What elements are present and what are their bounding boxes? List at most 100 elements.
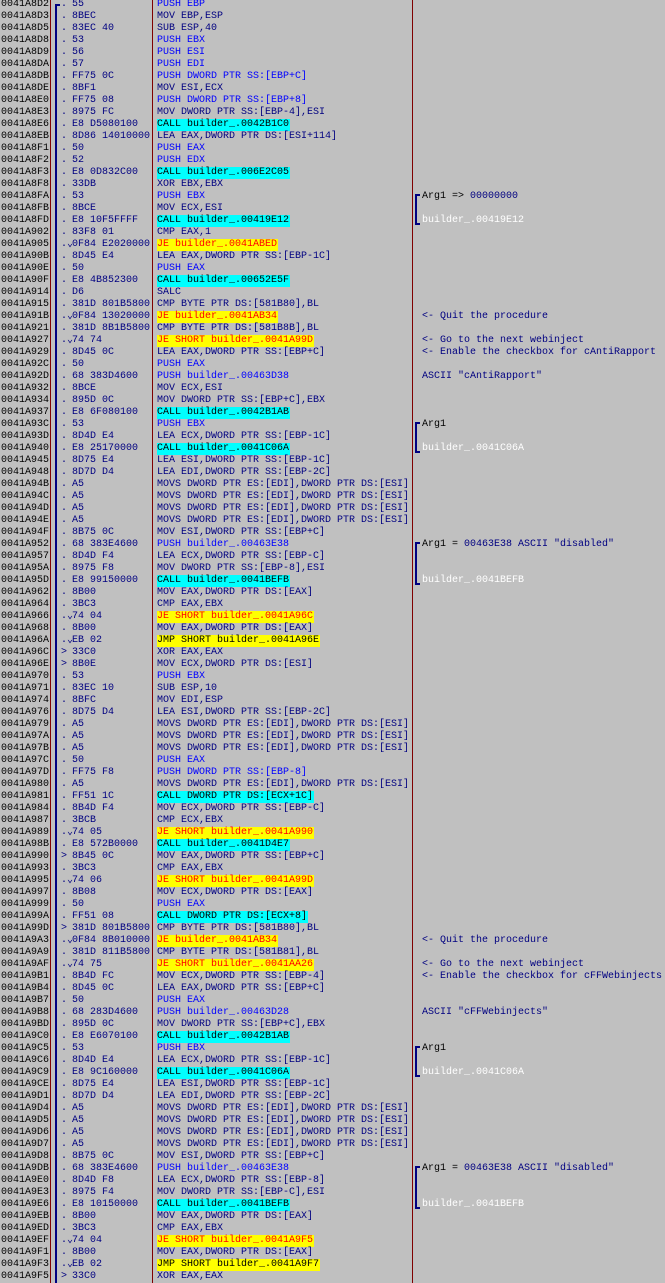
instruction-row[interactable]: 0041A99A. FF51 08 CALL DWORD PTR DS:[ECX+8…	[0, 911, 665, 923]
instruction-row[interactable]: 0041A9B7. 50 PUSH EAX	[0, 995, 665, 1007]
instruction-row[interactable]: 0041A8F2. 52 PUSH EDX	[0, 155, 665, 167]
instruction-row[interactable]: 0041A993. 3BC3 CMP EAX,EBX	[0, 863, 665, 875]
instruction-row[interactable]: 0041A914. D6 SALC	[0, 287, 665, 299]
instruction-row[interactable]: 0041A8E6. E8 D5080100 CALL builder_.0042B1…	[0, 119, 665, 131]
instruction-row[interactable]: 0041A94E. A5 MOVS DWORD PTR ES:[EDI],DWORD…	[0, 515, 665, 527]
instruction-row[interactable]: 0041A997. 8B08 MOV ECX,DWORD PTR DS:[EAX]	[0, 887, 665, 899]
instruction-row[interactable]: 0041A9D5. A5 MOVS DWORD PTR ES:[EDI],DWORD…	[0, 1115, 665, 1127]
instruction-row[interactable]: 0041A9D1. 8D7D D4 LEA EDI,DWORD PTR SS:[EB…	[0, 1091, 665, 1103]
instruction-row[interactable]: 0041A9C5. 53 PUSH EBX Arg1	[0, 1043, 665, 1055]
instruction-row[interactable]: 0041A945. 8D75 E4 LEA ESI,DWORD PTR SS:[EB…	[0, 455, 665, 467]
instruction-row[interactable]: 0041A8DA. 57 PUSH EDI	[0, 59, 665, 71]
instruction-row[interactable]: 0041A8F8. 33DB XOR EBX,EBX	[0, 179, 665, 191]
instruction-row[interactable]: 0041A979. A5 MOVS DWORD PTR ES:[EDI],DWORD…	[0, 719, 665, 731]
instruction-row[interactable]: 0041A9B8. 68 283D4600 PUSH builder_.00463D…	[0, 1007, 665, 1019]
instruction-row[interactable]: 0041A8FD. E8 10F5FFFF CALL builder_.00419E…	[0, 215, 665, 227]
instruction-row[interactable]: 0041A980. A5 MOVS DWORD PTR ES:[EDI],DWORD…	[0, 779, 665, 791]
instruction-row[interactable]: 0041A9E3. 8975 F4 MOV DWORD PTR SS:[EBP-C]…	[0, 1187, 665, 1199]
instruction-row[interactable]: 0041A8FB. 8BCE MOV ECX,ESI	[0, 203, 665, 215]
instruction-row[interactable]: 0041A9C0. E8 E6070100 CALL builder_.0042B1…	[0, 1031, 665, 1043]
instruction-row[interactable]: 0041A934. 895D 0C MOV DWORD PTR SS:[EBP+C]…	[0, 395, 665, 407]
instruction-row[interactable]: 0041A8D2. 55 PUSH EBP	[0, 0, 665, 11]
instruction-row[interactable]: 0041A987. 3BCB CMP ECX,EBX	[0, 815, 665, 827]
instruction-row[interactable]: 0041A902. 83F8 01 CMP EAX,1	[0, 227, 665, 239]
instruction-row[interactable]: 0041A8F1. 50 PUSH EAX	[0, 143, 665, 155]
instruction-row[interactable]: 0041A968. 8B00 MOV EAX,DWORD PTR DS:[EAX]	[0, 623, 665, 635]
instruction-row[interactable]: 0041A99D >381D 801B5800 CMP BYTE PTR DS:[5…	[0, 923, 665, 935]
instruction-row[interactable]: 0041A915. 381D 801B5800 CMP BYTE PTR DS:[5…	[0, 299, 665, 311]
instruction-row[interactable]: 0041A8EB. 8D86 14010000 LEA EAX,DWORD PTR …	[0, 131, 665, 143]
instruction-row[interactable]: 0041A94C. A5 MOVS DWORD PTR ES:[EDI],DWORD…	[0, 491, 665, 503]
instruction-row[interactable]: 0041A974. 8BFC MOV EDI,ESP	[0, 695, 665, 707]
instruction-row[interactable]: 0041A9ED. 3BC3 CMP EAX,EBX	[0, 1223, 665, 1235]
instruction-row[interactable]: 0041A9C6. 8D4D E4 LEA ECX,DWORD PTR SS:[EB…	[0, 1055, 665, 1067]
instruction-row[interactable]: 0041A8DE. 8BF1 MOV ESI,ECX	[0, 83, 665, 95]
instruction-row[interactable]: 0041A9F5 >33C0 XOR EAX,EAX	[0, 1271, 665, 1283]
instruction-row[interactable]: 0041A9D8. 8B75 0C MOV ESI,DWORD PTR SS:[EB…	[0, 1151, 665, 1163]
instruction-row[interactable]: 0041A8D9. 56 PUSH ESI	[0, 47, 665, 59]
instruction-row[interactable]: 0041A9F1. 8B00 MOV EAX,DWORD PTR DS:[EAX]	[0, 1247, 665, 1259]
instruction-row[interactable]: 0041A964. 3BC3 CMP EAX,EBX	[0, 599, 665, 611]
instruction-row[interactable]: 0041A8FA. 53 PUSH EBX Arg1 => 00000000	[0, 191, 665, 203]
instruction-row[interactable]: 0041A92C. 50 PUSH EAX	[0, 359, 665, 371]
instruction-row[interactable]: 0041A989 .⌄ 74 05 JE SHORT builder_.0041A99…	[0, 827, 665, 839]
instruction-row[interactable]: 0041A9EB. 8B00 MOV EAX,DWORD PTR DS:[EAX]	[0, 1211, 665, 1223]
instruction-row[interactable]: 0041A948. 8D7D D4 LEA EDI,DWORD PTR SS:[EB…	[0, 467, 665, 479]
instruction-row[interactable]: 0041A9A9. 381D 811B5800 CMP BYTE PTR DS:[5…	[0, 947, 665, 959]
instruction-row[interactable]: 0041A94D. A5 MOVS DWORD PTR ES:[EDI],DWORD…	[0, 503, 665, 515]
instruction-row[interactable]: 0041A921. 381D 8B1B5800 CMP BYTE PTR DS:[5…	[0, 323, 665, 335]
instruction-row[interactable]: 0041A8D3. 8BEC MOV EBP,ESP	[0, 11, 665, 23]
instruction-row[interactable]: 0041A97A. A5 MOVS DWORD PTR ES:[EDI],DWORD…	[0, 731, 665, 743]
instruction-row[interactable]: 0041A9DB. 68 383E4600 PUSH builder_.00463E…	[0, 1163, 665, 1175]
instruction-row[interactable]: 0041A96E >8B0E MOV ECX,DWORD PTR DS:[ESI]	[0, 659, 665, 671]
instruction-row[interactable]: 0041A97C. 50 PUSH EAX	[0, 755, 665, 767]
instruction-row[interactable]: 0041A962. 8B00 MOV EAX,DWORD PTR DS:[EAX]	[0, 587, 665, 599]
instruction-row[interactable]: 0041A940. E8 25170000 CALL builder_.0041C0…	[0, 443, 665, 455]
instruction-row[interactable]: 0041A96A .⌄ EB 02 JMP SHORT builder_.0041A9…	[0, 635, 665, 647]
instruction-row[interactable]: 0041A8E0. FF75 08 PUSH DWORD PTR SS:[EBP+8…	[0, 95, 665, 107]
instruction-row[interactable]: 0041A981. FF51 1C CALL DWORD PTR DS:[ECX+1…	[0, 791, 665, 803]
instruction-row[interactable]: 0041A9BD. 895D 0C MOV DWORD PTR SS:[EBP+C]…	[0, 1019, 665, 1031]
instruction-row[interactable]: 0041A90B. 8D45 E4 LEA EAX,DWORD PTR SS:[EB…	[0, 251, 665, 263]
instruction-row[interactable]: 0041A976. 8D75 D4 LEA ESI,DWORD PTR SS:[EB…	[0, 707, 665, 719]
instruction-row[interactable]: 0041A8E3. 8975 FC MOV DWORD PTR SS:[EBP-4]…	[0, 107, 665, 119]
instruction-row[interactable]: 0041A9F3 .⌄ EB 02 JMP SHORT builder_.0041A9…	[0, 1259, 665, 1271]
instruction-row[interactable]: 0041A937. E8 6F080100 CALL builder_.0042B1…	[0, 407, 665, 419]
instruction-row[interactable]: 0041A929. 8D45 0C LEA EAX,DWORD PTR SS:[EB…	[0, 347, 665, 359]
instruction-row[interactable]: 0041A9EF .⌄ 74 04 JE SHORT builder_.0041A9F…	[0, 1235, 665, 1247]
instruction-row[interactable]: 0041A9B1. 8B4D FC MOV ECX,DWORD PTR SS:[EB…	[0, 971, 665, 983]
instruction-row[interactable]: 0041A97D. FF75 F8 PUSH DWORD PTR SS:[EBP-8…	[0, 767, 665, 779]
instruction-row[interactable]: 0041A9E0. 8D4D F8 LEA ECX,DWORD PTR SS:[EB…	[0, 1175, 665, 1187]
instruction-row[interactable]: 0041A90F. E8 4B852300 CALL builder_.00652E…	[0, 275, 665, 287]
instruction-row[interactable]: 0041A971. 83EC 10 SUB ESP,10	[0, 683, 665, 695]
instruction-row[interactable]: 0041A984. 8B4D F4 MOV ECX,DWORD PTR SS:[EB…	[0, 803, 665, 815]
instruction-row[interactable]: 0041A995 .⌄ 74 06 JE SHORT builder_.0041A99…	[0, 875, 665, 887]
instruction-row[interactable]: 0041A94F. 8B75 0C MOV ESI,DWORD PTR SS:[EB…	[0, 527, 665, 539]
instruction-row[interactable]: 0041A96C >33C0 XOR EAX,EAX	[0, 647, 665, 659]
instruction-row[interactable]: 0041A93D. 8D4D E4 LEA ECX,DWORD PTR SS:[EB…	[0, 431, 665, 443]
instruction-row[interactable]: 0041A9B4. 8D45 0C LEA EAX,DWORD PTR SS:[EB…	[0, 983, 665, 995]
instruction-row[interactable]: 0041A92D. 68 383D4600 PUSH builder_.00463D…	[0, 371, 665, 383]
instruction-row[interactable]: 0041A9AF .⌄ 74 75 JE SHORT builder_.0041AA2…	[0, 959, 665, 971]
instruction-row[interactable]: 0041A927 .⌄ 74 74 JE SHORT builder_.0041A99…	[0, 335, 665, 347]
instruction-row[interactable]: 0041A9C9. E8 9C160000 CALL builder_.0041C0…	[0, 1067, 665, 1079]
instruction-row[interactable]: 0041A9D7. A5 MOVS DWORD PTR ES:[EDI],DWORD…	[0, 1139, 665, 1151]
instruction-row[interactable]: 0041A90E. 50 PUSH EAX	[0, 263, 665, 275]
instruction-row[interactable]: 0041A990 >8B45 0C MOV EAX,DWORD PTR SS:[EB…	[0, 851, 665, 863]
instruction-row[interactable]: 0041A9D6. A5 MOVS DWORD PTR ES:[EDI],DWORD…	[0, 1127, 665, 1139]
instruction-row[interactable]: 0041A8F3. E8 0D832C00 CALL builder_.006E2C…	[0, 167, 665, 179]
instruction-row[interactable]: 0041A9CE. 8D75 E4 LEA ESI,DWORD PTR SS:[EB…	[0, 1079, 665, 1091]
instruction-row[interactable]: 0041A9D4. A5 MOVS DWORD PTR ES:[EDI],DWORD…	[0, 1103, 665, 1115]
instruction-row[interactable]: 0041A9A3 .⌄ 0F84 8B010000 JE builder_.0041A…	[0, 935, 665, 947]
instruction-row[interactable]: 0041A966 .⌄ 74 04 JE SHORT builder_.0041A96…	[0, 611, 665, 623]
instruction-row[interactable]: 0041A957. 8D4D F4 LEA ECX,DWORD PTR SS:[EB…	[0, 551, 665, 563]
instruction-row[interactable]: 0041A8DB. FF75 0C PUSH DWORD PTR SS:[EBP+C…	[0, 71, 665, 83]
instruction-row[interactable]: 0041A9E6. E8 10150000 CALL builder_.0041BE…	[0, 1199, 665, 1211]
instruction-row[interactable]: 0041A999. 50 PUSH EAX	[0, 899, 665, 911]
instruction-row[interactable]: 0041A95D. E8 99150000 CALL builder_.0041BE…	[0, 575, 665, 587]
instruction-row[interactable]: 0041A97B. A5 MOVS DWORD PTR ES:[EDI],DWORD…	[0, 743, 665, 755]
instruction-row[interactable]: 0041A952. 68 383E4600 PUSH builder_.00463E…	[0, 539, 665, 551]
instruction-row[interactable]: 0041A970. 53 PUSH EBX	[0, 671, 665, 683]
instruction-row[interactable]: 0041A95A. 8975 F8 MOV DWORD PTR SS:[EBP-8]…	[0, 563, 665, 575]
